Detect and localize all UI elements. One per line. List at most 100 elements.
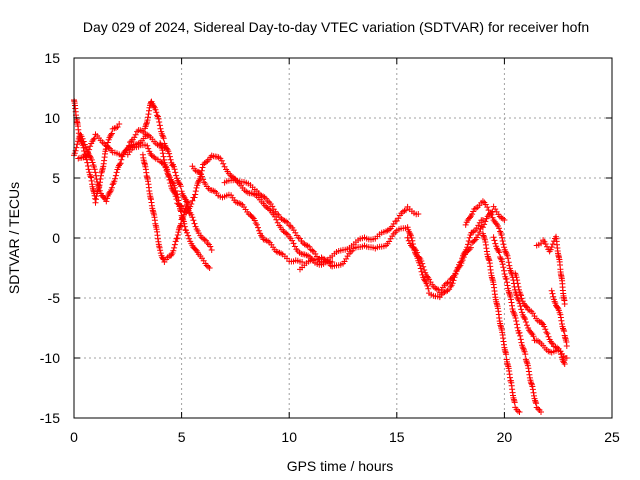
data-point — [87, 143, 94, 150]
data-point — [406, 230, 413, 237]
data-point — [469, 211, 476, 218]
data-point — [256, 227, 263, 234]
data-point — [153, 109, 160, 116]
data-point — [404, 234, 411, 241]
data-point — [522, 303, 529, 310]
series-group — [490, 234, 544, 415]
data-point — [220, 160, 227, 167]
data-point — [542, 241, 549, 247]
data-point — [517, 332, 524, 339]
data-point — [192, 191, 199, 198]
y-axis-label: SDTVAR / TECUs — [6, 182, 22, 294]
data-point — [467, 244, 474, 251]
data-point — [172, 238, 179, 245]
data-point — [476, 229, 483, 235]
data-point — [193, 184, 200, 191]
data-point — [92, 169, 99, 176]
data-point — [199, 173, 205, 180]
series-group — [548, 287, 570, 349]
data-point — [403, 207, 409, 214]
series-group — [157, 140, 336, 268]
data-point — [405, 228, 412, 235]
series-group — [533, 233, 568, 307]
data-point — [171, 244, 178, 251]
data-point — [183, 198, 190, 205]
data-point — [418, 258, 425, 264]
data-point — [116, 161, 123, 168]
data-point — [177, 202, 184, 209]
data-point — [517, 291, 524, 298]
data-point — [75, 126, 82, 133]
data-point — [113, 169, 120, 176]
data-point — [258, 232, 265, 239]
series-group — [479, 230, 523, 415]
series-group — [512, 270, 570, 362]
data-point — [520, 345, 527, 352]
data-point — [513, 274, 520, 281]
data-point — [185, 232, 192, 239]
data-point — [208, 247, 215, 253]
data-point — [514, 324, 521, 331]
data-point — [561, 361, 568, 367]
data-point — [497, 254, 504, 260]
data-point — [255, 224, 261, 231]
data-point — [495, 248, 502, 254]
data-point — [249, 214, 256, 221]
data-point — [420, 263, 427, 270]
data-point — [194, 180, 201, 187]
data-point — [85, 163, 91, 169]
data-point — [558, 317, 565, 324]
data-point — [479, 198, 486, 205]
series-group — [142, 98, 215, 253]
data-point — [160, 153, 167, 160]
data-point — [411, 246, 418, 252]
series-group — [139, 151, 192, 265]
data-point — [81, 141, 88, 148]
data-point — [501, 267, 507, 274]
data-point — [499, 238, 506, 244]
data-point — [199, 164, 206, 171]
data-point — [190, 217, 197, 224]
data-point — [207, 243, 214, 250]
y-tick-label: 10 — [44, 110, 60, 126]
data-point — [112, 175, 119, 182]
data-point — [488, 211, 495, 218]
data-point — [273, 216, 280, 223]
data-point — [154, 112, 161, 119]
data-point — [501, 271, 508, 277]
data-point — [458, 260, 465, 267]
data-point — [108, 184, 115, 191]
data-point — [454, 264, 461, 271]
data-point — [521, 314, 528, 321]
data-point — [522, 316, 529, 323]
data-point — [187, 203, 194, 210]
data-point — [90, 136, 97, 143]
data-point — [491, 237, 498, 244]
data-point — [290, 240, 297, 247]
data-point — [150, 103, 157, 110]
data-point — [89, 159, 96, 166]
data-point — [157, 125, 164, 132]
y-tick-label: 15 — [44, 50, 60, 66]
data-point — [475, 232, 482, 238]
data-point — [517, 303, 524, 310]
data-point — [467, 214, 473, 221]
data-point — [87, 173, 94, 180]
data-point — [171, 166, 178, 173]
data-point — [563, 355, 570, 361]
data-point — [185, 206, 192, 213]
data-point — [218, 157, 225, 164]
data-point — [172, 193, 179, 200]
data-point — [522, 319, 529, 325]
data-point — [156, 119, 163, 125]
data-point — [85, 166, 92, 173]
x-axis-label: GPS time / hours — [287, 458, 394, 474]
data-point — [535, 406, 542, 412]
y-tick-label: -10 — [40, 350, 60, 366]
data-point — [159, 255, 166, 262]
data-point — [189, 197, 196, 204]
data-point — [79, 135, 86, 142]
data-point — [166, 176, 173, 183]
data-point — [539, 320, 546, 327]
data-point — [459, 257, 466, 264]
